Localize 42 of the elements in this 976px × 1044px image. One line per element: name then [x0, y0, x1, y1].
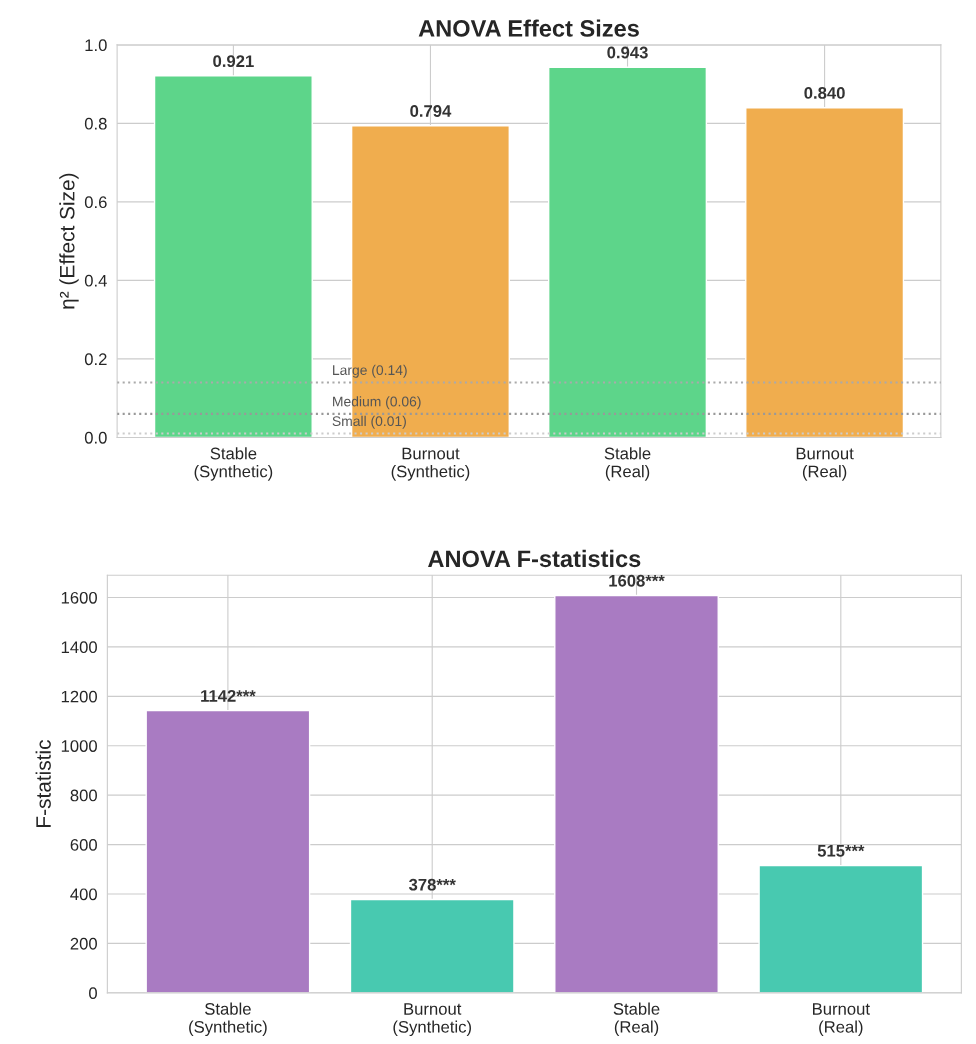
y-tick-label: 1.0: [85, 39, 107, 52]
data-label: 378***: [408, 878, 456, 891]
y-tick-label: 0: [89, 987, 97, 1000]
x-tick-label: Stable (Real): [613, 1002, 660, 1037]
y-tick-label: 0.6: [84, 196, 107, 209]
y-axis-title: η² (Effect Size): [59, 173, 79, 309]
y-tick-label: 0.2: [84, 353, 107, 366]
y-tick-label: 1000: [61, 740, 97, 752]
y-tick-label: 0.0: [84, 431, 107, 444]
data-label: 0.921: [213, 55, 254, 68]
chart-title: ANOVA Effect Sizes: [418, 19, 639, 37]
bar: [145, 709, 311, 993]
y-tick-label: 0.8: [84, 117, 107, 130]
y-tick-label: 1200: [61, 690, 97, 703]
y-tick-label: 600: [70, 838, 97, 851]
y-axis-title: F-statistic: [35, 740, 51, 827]
bar: [745, 107, 905, 438]
x-tick-label: Stable (Synthetic): [189, 1002, 267, 1037]
y-tick-label: 1600: [61, 591, 97, 604]
bar: [758, 864, 924, 993]
data-label: 1608***: [609, 574, 665, 587]
y-tick-label: 0.4: [84, 274, 107, 287]
y-tick-label: 200: [70, 937, 97, 950]
x-tick-label: Burnout (Real): [813, 1003, 870, 1037]
y-tick-label: 1400: [61, 641, 97, 654]
chart-title: ANOVA F-statistics: [428, 549, 641, 568]
x-tick-label: Burnout (Real): [796, 447, 854, 481]
x-tick-label: Stable (Real): [604, 447, 651, 481]
data-label: 515***: [817, 845, 865, 857]
x-tick-label: Burnout (Synthetic): [393, 1003, 471, 1037]
data-label: 1142***: [201, 690, 256, 702]
y-tick-label: 400: [70, 888, 97, 901]
y-tick-label: 800: [70, 789, 97, 802]
data-label: 0.794: [410, 105, 452, 117]
x-tick-label: Burnout (Synthetic): [391, 447, 470, 481]
bar: [349, 898, 515, 993]
bar: [153, 75, 313, 438]
bar: [554, 594, 719, 993]
x-tick-label: Stable (Synthetic): [194, 447, 273, 481]
bar: [548, 66, 708, 438]
data-label: 0.943: [607, 46, 648, 59]
data-label: 0.840: [804, 87, 845, 99]
